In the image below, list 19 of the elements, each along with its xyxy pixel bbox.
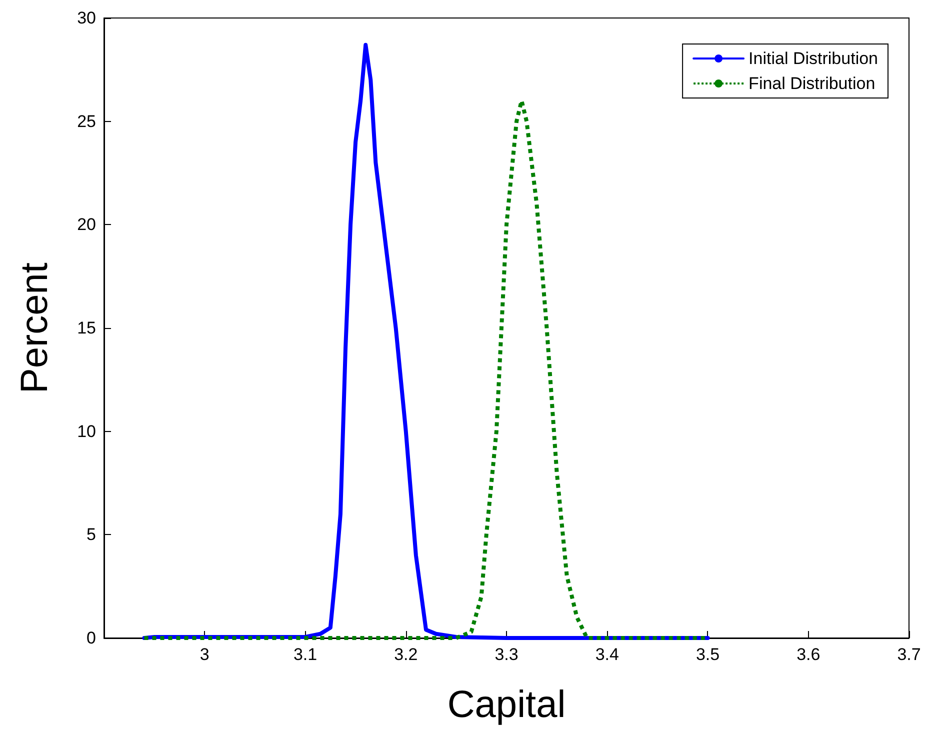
y-tick-label: 25 bbox=[77, 112, 96, 131]
x-tick-label: 3.4 bbox=[595, 645, 619, 664]
y-tick-label: 15 bbox=[77, 318, 96, 338]
x-tick-label: 3.6 bbox=[796, 645, 820, 664]
x-tick-label: 3.5 bbox=[696, 645, 720, 664]
x-tick-label: 3.3 bbox=[494, 645, 518, 664]
y-tick-label: 10 bbox=[77, 422, 96, 441]
x-axis-title: Capital bbox=[447, 684, 566, 726]
y-tick-label: 30 bbox=[77, 8, 96, 28]
x-tick-label: 3.1 bbox=[293, 645, 318, 664]
x-tick-label: 3.2 bbox=[394, 645, 418, 664]
legend-label: Initial Distribution bbox=[748, 49, 878, 68]
y-tick-label: 20 bbox=[77, 215, 96, 234]
x-tick-label: 3.7 bbox=[897, 645, 921, 664]
x-tick-label: 3 bbox=[200, 645, 210, 664]
legend-label: Final Distribution bbox=[748, 74, 876, 93]
y-tick-label: 0 bbox=[86, 628, 96, 648]
y-axis-title: Percent bbox=[14, 262, 56, 394]
y-tick-label: 5 bbox=[86, 525, 96, 544]
